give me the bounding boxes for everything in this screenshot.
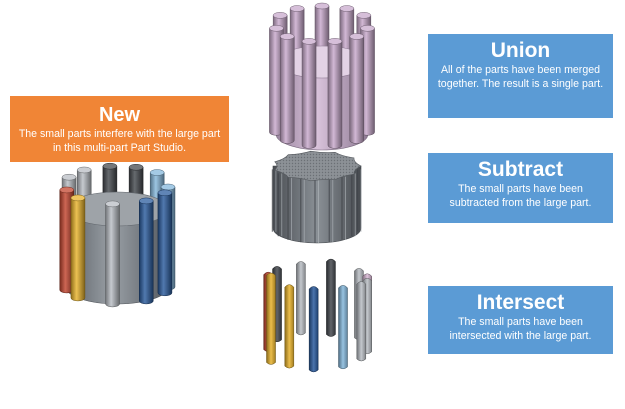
union-title: Union bbox=[490, 39, 551, 62]
intersect-sliver-11 bbox=[308, 286, 319, 373]
union-main-cylinder bbox=[275, 45, 369, 151]
new-pin-front-4 bbox=[139, 197, 154, 305]
intersect-sliver-7 bbox=[266, 272, 276, 365]
intersect-sliver-0 bbox=[326, 258, 336, 337]
intersect-title: Intersect bbox=[476, 291, 565, 314]
subtract-result-cylinder bbox=[271, 150, 362, 244]
new-parts-illustration bbox=[59, 162, 176, 308]
subtract-callout: Subtract The small parts have been subtr… bbox=[428, 153, 613, 223]
intersect-sliver-10 bbox=[338, 285, 348, 370]
new-description: The small parts interfere with the large… bbox=[18, 128, 221, 154]
intersect-sliver-8 bbox=[356, 281, 367, 362]
subtract-result-illustration bbox=[271, 150, 362, 244]
union-pin-front-2 bbox=[349, 33, 365, 144]
new-pin-front-2 bbox=[157, 189, 173, 297]
subtract-description: The small parts have been subtracted fro… bbox=[449, 183, 592, 209]
union-description: All of the parts have been merged togeth… bbox=[437, 64, 604, 90]
intersect-callout: Intersect The small parts have been inte… bbox=[428, 286, 613, 354]
new-title: New bbox=[98, 104, 141, 126]
intersect-sliver-1 bbox=[296, 261, 306, 336]
union-callout: Union All of the parts have been merged … bbox=[428, 34, 613, 118]
union-pin-front-0 bbox=[360, 25, 375, 136]
new-pin-front-5 bbox=[105, 200, 120, 308]
union-result-illustration bbox=[269, 2, 375, 151]
intersect-sliver-9 bbox=[284, 284, 295, 369]
new-pin-front-3 bbox=[70, 194, 86, 302]
new-callout: New The small parts interfere with the l… bbox=[10, 96, 229, 162]
union-pin-front-5 bbox=[301, 38, 317, 149]
intersect-description: The small parts have been intersected wi… bbox=[449, 316, 592, 342]
subtract-title: Subtract bbox=[477, 158, 564, 181]
union-pin-front-3 bbox=[279, 33, 295, 144]
intersect-result-illustration bbox=[263, 258, 372, 373]
union-pin-front-4 bbox=[327, 38, 343, 149]
